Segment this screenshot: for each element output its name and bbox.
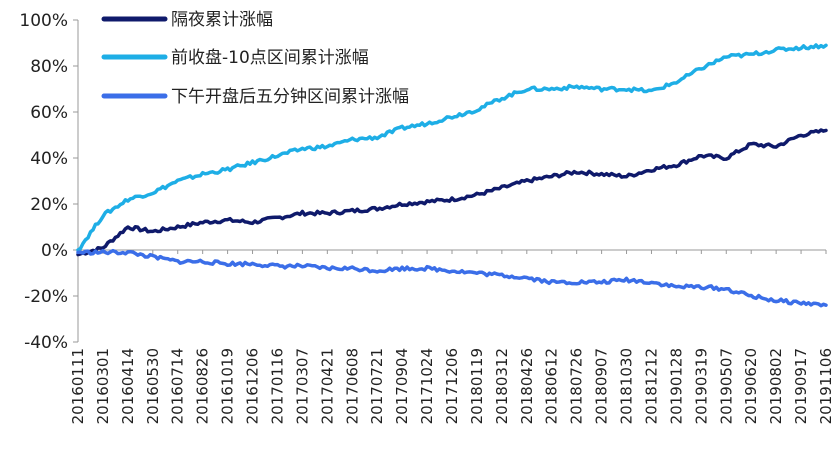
x-tick-label: 20180426	[518, 348, 536, 424]
legend-label-3: 下午开盘后五分钟区间累计涨幅	[171, 87, 409, 107]
x-tick-label: 20171024	[418, 348, 436, 424]
x-tick-label: 20160111	[69, 348, 87, 424]
x-tick-label: 20170904	[393, 348, 411, 424]
x-tick-label: 20161206	[244, 348, 262, 424]
y-tick-label: 0%	[41, 241, 68, 261]
x-tick-label: 20180907	[593, 348, 611, 424]
x-tick-label: 20160414	[119, 348, 137, 424]
x-tick-label: 20190319	[692, 348, 710, 424]
series-layer	[76, 43, 828, 308]
y-tick-label: -20%	[24, 287, 68, 307]
x-tick-label: 20180312	[493, 348, 511, 424]
x-tick-label: 20190802	[767, 348, 785, 424]
x-tick-label: 20160530	[144, 348, 162, 424]
x-tick-label: 20161019	[219, 348, 237, 424]
x-tick-label: 20180612	[543, 348, 561, 424]
x-tick-label: 20190507	[717, 348, 735, 424]
x-tick-label: 20160301	[94, 348, 112, 424]
series-line-2	[76, 43, 828, 252]
x-tick-label: 20160826	[194, 348, 212, 424]
x-tick-label: 20171206	[443, 348, 461, 424]
x-tick-label: 20190620	[742, 348, 760, 424]
legend-label-1: 隔夜累计涨幅	[171, 10, 273, 30]
x-tick-label: 20170421	[318, 348, 336, 424]
legend-label-2: 前收盘-10点区间累计涨幅	[171, 48, 369, 68]
y-axis: -40% -20% 0% 20% 40% 60% 80% 100%	[19, 11, 79, 353]
x-tick-label: 20170307	[293, 348, 311, 424]
x-tick-label: 20181212	[642, 348, 660, 424]
x-tick-label: 20170721	[368, 348, 386, 424]
x-tick-label: 20191106	[817, 348, 834, 424]
x-tick-label: 20180726	[568, 348, 586, 424]
x-tick-label: 20181030	[618, 348, 636, 424]
x-axis: 20160111 20160301 20160414 20160530 20160714…	[69, 249, 834, 424]
x-tick-label: 20160714	[169, 348, 187, 424]
y-tick-label: 20%	[30, 195, 68, 215]
y-tick-label: -40%	[24, 333, 68, 353]
y-tick-label: 40%	[30, 149, 68, 169]
x-tick-label: 20170116	[268, 348, 286, 424]
y-tick-label: 80%	[30, 57, 68, 77]
x-tick-label: 20190128	[667, 348, 685, 424]
y-tick-label: 100%	[19, 11, 68, 31]
y-tick-label: 60%	[30, 103, 68, 123]
x-tick-label: 20170608	[343, 348, 361, 424]
series-line-1	[76, 128, 828, 257]
x-tick-label: 20180119	[468, 348, 486, 424]
series-line-3	[76, 248, 828, 308]
x-tick-label: 20190917	[792, 348, 810, 424]
